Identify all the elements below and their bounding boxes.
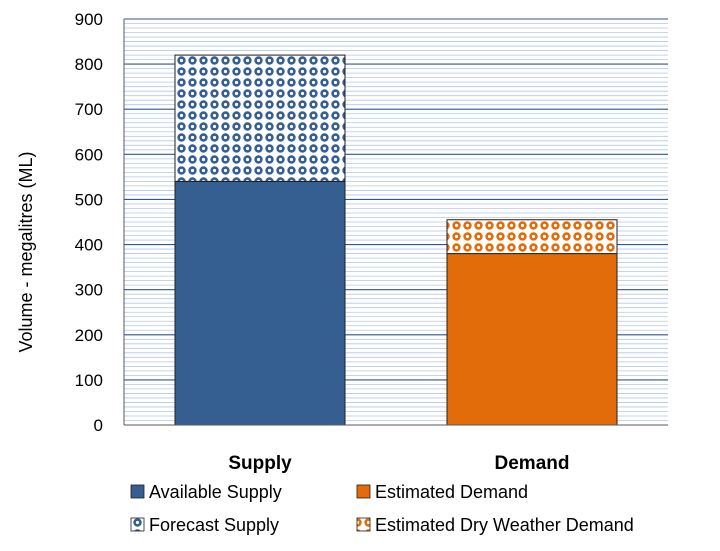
legend-swatch bbox=[356, 484, 371, 499]
category-labels: Supply Demand bbox=[228, 453, 569, 474]
y-tick-labels: 0 100 200 300 400 500 600 700 800 900 bbox=[75, 10, 103, 435]
y-tick-label: 0 bbox=[94, 416, 103, 435]
legend-label: Estimated Demand bbox=[375, 482, 528, 502]
y-tick-label: 700 bbox=[75, 100, 103, 119]
category-label: Demand bbox=[495, 453, 570, 474]
axes bbox=[123, 19, 668, 426]
category-label: Supply bbox=[228, 453, 292, 474]
legend-label: Available Supply bbox=[149, 482, 282, 502]
bar-forecast-supply bbox=[174, 54, 346, 182]
legend-label: Estimated Dry Weather Demand bbox=[375, 515, 634, 535]
y-tick-label: 400 bbox=[75, 236, 103, 255]
y-tick-label: 500 bbox=[75, 190, 103, 209]
legend-swatch bbox=[356, 517, 371, 532]
bar-available-supply bbox=[174, 180, 346, 426]
legend-item: Forecast Supply bbox=[130, 515, 279, 535]
y-tick-label: 800 bbox=[75, 55, 103, 74]
y-tick-label: 200 bbox=[75, 326, 103, 345]
legend-swatch bbox=[130, 517, 145, 532]
y-tick-label: 900 bbox=[75, 10, 103, 29]
legend-item: Available Supply bbox=[130, 482, 282, 502]
legend-item: Estimated Dry Weather Demand bbox=[356, 515, 634, 535]
bars bbox=[174, 54, 618, 426]
legend: Available Supply Forecast Supply Estimated… bbox=[130, 482, 634, 535]
y-tick-label: 100 bbox=[75, 371, 103, 390]
y-tick-label: 300 bbox=[75, 281, 103, 300]
y-tick-label: 600 bbox=[75, 145, 103, 164]
legend-item: Estimated Demand bbox=[356, 482, 528, 502]
legend-label: Forecast Supply bbox=[149, 515, 279, 535]
bar-estimated-dry-weather-demand bbox=[446, 219, 618, 255]
legend-swatch bbox=[130, 484, 145, 499]
y-axis-label: Volume - megalitres (ML) bbox=[16, 151, 36, 352]
bar-estimated-demand bbox=[446, 253, 618, 426]
